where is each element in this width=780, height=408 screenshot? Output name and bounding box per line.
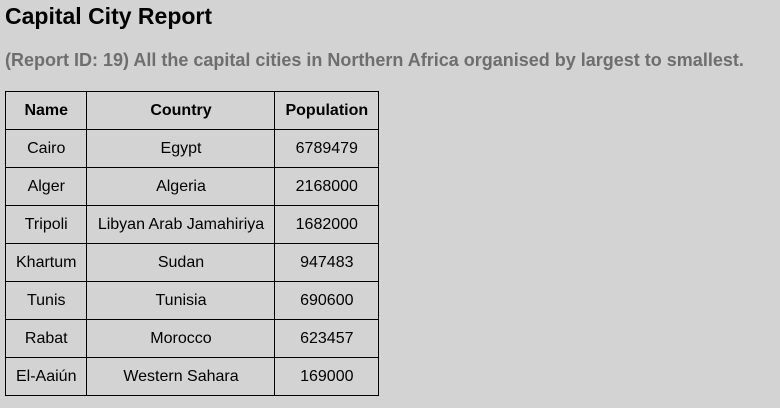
cell-population: 623457 <box>274 319 380 358</box>
table-row: Tripoli Libyan Arab Jamahiriya 1682000 <box>4 205 380 244</box>
cell-country: Morocco <box>86 319 276 358</box>
cell-city-name: Khartum <box>4 243 88 282</box>
table-row: El-Aaiún Western Sahara 169000 <box>4 357 380 396</box>
cell-country: Libyan Arab Jamahiriya <box>86 205 276 244</box>
cell-population: 690600 <box>274 281 380 320</box>
column-header-population: Population <box>274 91 380 130</box>
cell-city-name: Tripoli <box>4 205 88 244</box>
table-header-row: Name Country Population <box>4 91 380 130</box>
cell-city-name: El-Aaiún <box>4 357 88 396</box>
table-row: Cairo Egypt 6789479 <box>4 129 380 168</box>
table-row: Tunis Tunisia 690600 <box>4 281 380 320</box>
cell-population: 1682000 <box>274 205 380 244</box>
cell-country: Algeria <box>86 167 276 206</box>
cell-country: Egypt <box>86 129 276 168</box>
cell-population: 947483 <box>274 243 380 282</box>
table-row: Alger Algeria 2168000 <box>4 167 380 206</box>
table-row: Khartum Sudan 947483 <box>4 243 380 282</box>
cell-city-name: Alger <box>4 167 88 206</box>
column-header-country: Country <box>86 91 276 130</box>
table-row: Rabat Morocco 623457 <box>4 319 380 358</box>
page-subtitle: (Report ID: 19) All the capital cities i… <box>5 50 744 70</box>
page-title: Capital City Report <box>5 3 213 29</box>
cell-country: Tunisia <box>86 281 276 320</box>
cell-country: Sudan <box>86 243 276 282</box>
cell-city-name: Tunis <box>4 281 88 320</box>
cell-population: 169000 <box>274 357 380 396</box>
cell-population: 6789479 <box>274 129 380 168</box>
cell-population: 2168000 <box>274 167 380 206</box>
capital-city-table: Name Country Population Cairo Egypt 6789… <box>4 91 380 396</box>
cell-city-name: Cairo <box>4 129 88 168</box>
cell-city-name: Rabat <box>4 319 88 358</box>
column-header-name: Name <box>4 91 88 130</box>
cell-country: Western Sahara <box>86 357 276 396</box>
